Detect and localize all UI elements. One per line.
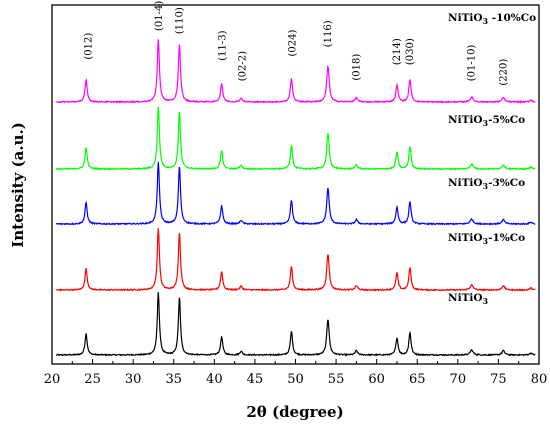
- peak-label-0: (012): [84, 33, 95, 60]
- series-line-0: [55, 292, 536, 357]
- peak-label-2: (110): [174, 7, 185, 34]
- x-tick-label-12: 80: [531, 372, 548, 387]
- series-label-sub: 3: [483, 296, 489, 306]
- series-label-sub: 3: [483, 236, 489, 246]
- x-tick-label-5: 45: [247, 372, 264, 387]
- peak-label-layer: (012) (01-4) (110) (11-3) (02-2) (024) (116) (0…: [84, 1, 510, 86]
- x-tick-label-1: 25: [84, 372, 101, 387]
- peak-label-3: (11-3): [217, 30, 228, 60]
- series-line-1: [56, 228, 536, 292]
- series-label-rest: -3%Co: [488, 177, 525, 189]
- x-tick-label-4: 40: [206, 372, 223, 387]
- x-axis-title: 2θ (degree): [246, 403, 343, 421]
- peak-label-6: (116): [323, 20, 334, 47]
- x-tick-label-8: 60: [368, 372, 385, 387]
- y-axis-title: Intensity (a.u.): [9, 122, 27, 248]
- peak-label-11: (220): [498, 59, 509, 86]
- series-label-4: NiTiO3 -10%Co: [448, 12, 536, 26]
- series-label-rest: -10%Co: [488, 12, 536, 24]
- series-label-layer: NiTiO3NiTiO3-1%CoNiTiO3-3%CoNiTiO3-5%CoN…: [448, 12, 536, 306]
- peak-label-7: (018): [351, 54, 362, 81]
- x-tick-label-0: 20: [44, 372, 61, 387]
- series-line-4: [55, 39, 536, 104]
- peak-label-9: (030): [405, 38, 416, 65]
- series-label-main: NiTiO: [448, 114, 483, 126]
- peak-label-8: (214): [392, 38, 403, 65]
- series-layer: [55, 39, 536, 357]
- x-tick-label-9: 65: [409, 372, 426, 387]
- peak-label-4: (02-2): [238, 51, 249, 81]
- series-label-sub: 3: [483, 181, 489, 191]
- x-tick-label-7: 55: [328, 372, 345, 387]
- series-label-3: NiTiO3-5%Co: [448, 114, 525, 128]
- series-label-main: NiTiO: [448, 12, 483, 24]
- series-label-main: NiTiO: [448, 232, 483, 244]
- x-tick-label-10: 70: [450, 372, 467, 387]
- x-tick-label-3: 35: [165, 372, 182, 387]
- series-label-1: NiTiO3-1%Co: [448, 232, 525, 246]
- x-tick-label-6: 50: [287, 372, 304, 387]
- series-label-rest: -5%Co: [488, 114, 525, 126]
- series-label-main: NiTiO: [448, 177, 483, 189]
- x-ticks: 20 25 30 35 40 45 50 55 60 65 70 75 80: [44, 359, 548, 387]
- series-label-sub: 3: [483, 16, 489, 26]
- peak-label-5: (024): [287, 30, 298, 57]
- series-label-rest: -1%Co: [488, 232, 525, 244]
- series-label-main: NiTiO: [448, 292, 483, 304]
- peak-label-1: (01-4): [154, 1, 165, 31]
- x-tick-label-2: 30: [125, 372, 142, 387]
- series-label-sub: 3: [483, 118, 489, 128]
- x-tick-label-11: 75: [490, 372, 507, 387]
- peak-label-10: (01-10): [467, 45, 478, 82]
- series-label-2: NiTiO3-3%Co: [448, 177, 525, 191]
- series-label-0: NiTiO3: [448, 292, 489, 306]
- series-line-2: [55, 161, 536, 226]
- series-line-3: [55, 106, 536, 171]
